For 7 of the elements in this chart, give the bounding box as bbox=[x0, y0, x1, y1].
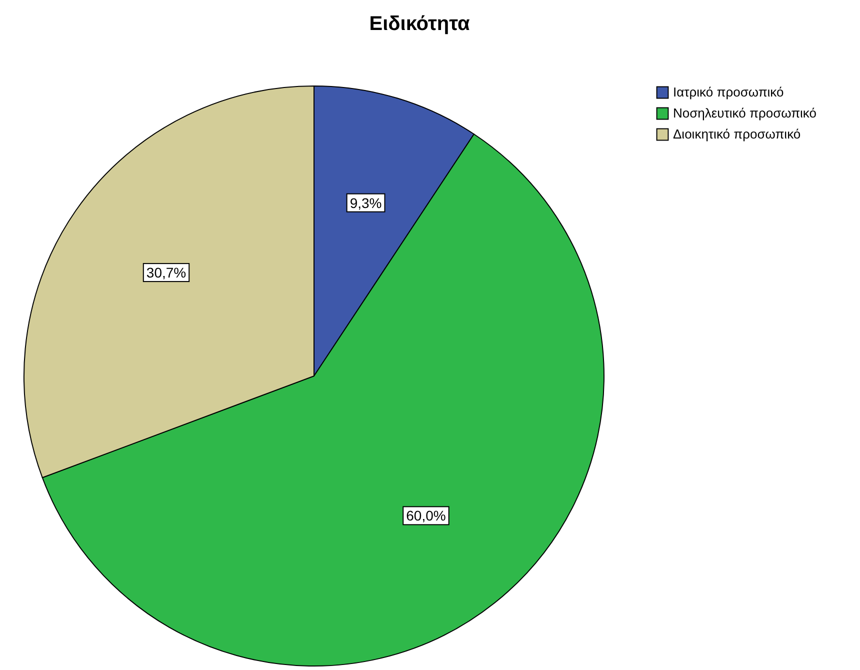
data-label: 9,3% bbox=[350, 194, 382, 211]
data-label: 60,0% bbox=[406, 508, 446, 524]
legend-label: Νοσηλευτικό προσωπικό bbox=[673, 106, 816, 120]
chart-title: Ειδικότητα bbox=[369, 13, 470, 35]
legend-label: Ιατρικό προσωπικό bbox=[673, 84, 784, 100]
legend-label: Διοικητικό προσωπικό bbox=[673, 126, 801, 142]
data-label: 30,7% bbox=[146, 264, 186, 281]
